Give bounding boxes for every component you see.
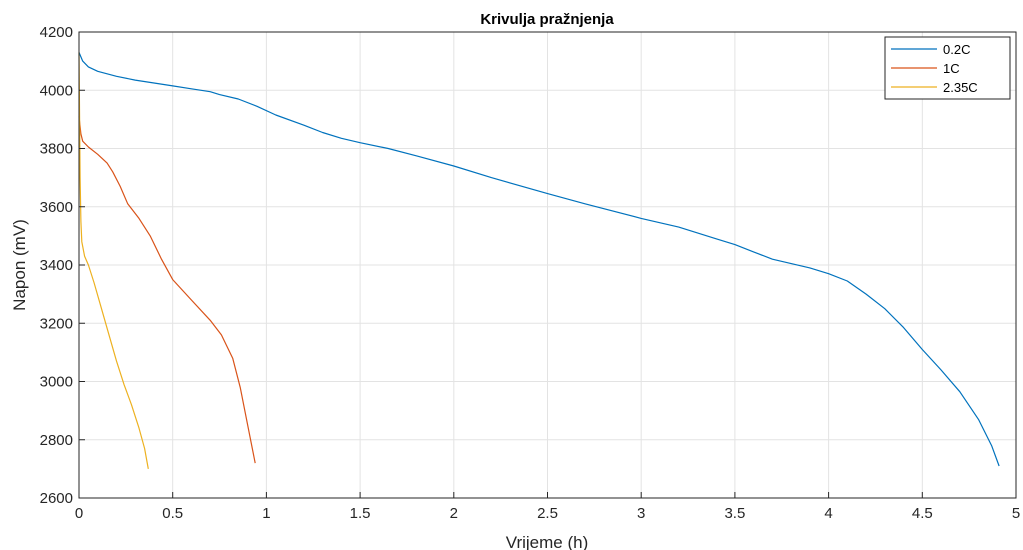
y-tick-label: 3200 <box>40 315 73 332</box>
series-line-0.2c <box>78 52 1000 467</box>
y-tick-label: 3400 <box>40 257 73 274</box>
series-line-1c <box>78 116 256 464</box>
tick-labels: 0 0.5 1 1.5 2 2.5 3 3.5 4 4.5 5 2600 2800 3000 3200 340… <box>40 24 1021 522</box>
x-tick-label: 4.5 <box>912 505 933 522</box>
y-tick-label: 2600 <box>40 490 73 507</box>
x-tick-label: 1 <box>262 505 270 522</box>
x-tick-label: 3 <box>637 505 645 522</box>
x-tick-label: 3.5 <box>724 505 745 522</box>
ticks <box>78 31 1017 499</box>
x-tick-label: 2 <box>450 505 458 522</box>
x-tick-label: 5 <box>1012 505 1020 522</box>
y-axis-label: Napon (mV) <box>10 219 29 311</box>
y-tick-label: 2800 <box>40 432 73 449</box>
legend-label-0.2c: 0.2C <box>943 42 970 57</box>
x-tick-label: 2.5 <box>537 505 558 522</box>
legend-label-2.35c: 2.35C <box>943 80 978 95</box>
x-tick-label: 4 <box>824 505 832 522</box>
series-line-2.35c <box>78 52 149 470</box>
y-tick-label: 4000 <box>40 82 73 99</box>
chart-title: Krivulja pražnjenja <box>480 11 614 28</box>
y-tick-label: 3600 <box>40 199 73 216</box>
x-tick-label: 0 <box>75 505 83 522</box>
legend-label-1c: 1C <box>943 61 960 76</box>
x-tick-label: 0.5 <box>162 505 183 522</box>
series-layer <box>78 52 1000 470</box>
y-tick-label: 3800 <box>40 141 73 158</box>
y-tick-label: 3000 <box>40 374 73 391</box>
legend: 0.2C 1C 2.35C <box>884 36 1011 100</box>
x-axis-label: Vrijeme (h) <box>506 533 589 550</box>
y-tick-label: 4200 <box>40 24 73 41</box>
x-tick-label: 1.5 <box>350 505 371 522</box>
